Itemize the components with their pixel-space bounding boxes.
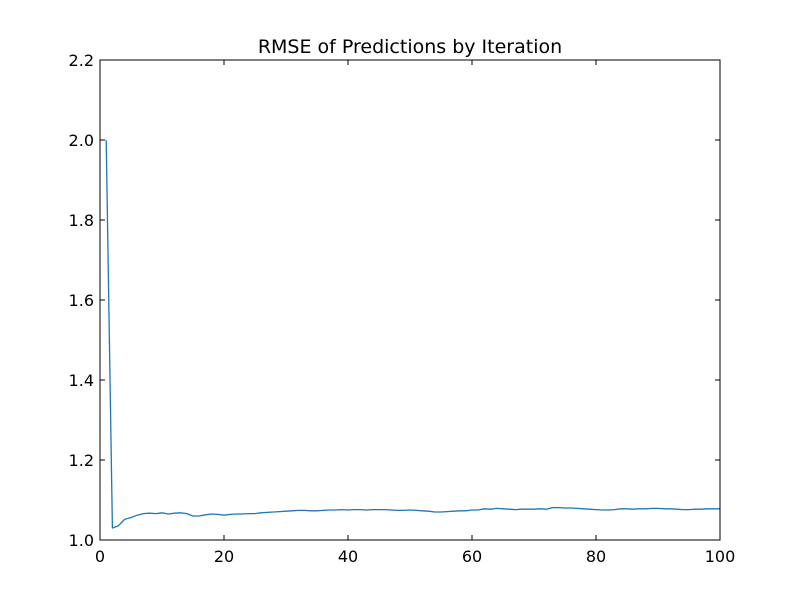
rmse-series-line xyxy=(105,139,720,529)
y-tick-label: 1.6 xyxy=(69,291,94,310)
y-tick-label: 1.8 xyxy=(69,211,94,230)
y-axis: 1.0 1.2 1.4 1.6 1.8 2.0 2.2 xyxy=(69,51,720,550)
y-tick-label: 1.4 xyxy=(69,371,94,390)
chart-title: RMSE of Predictions by Iteration xyxy=(258,36,562,58)
plot-frame xyxy=(99,59,721,541)
y-tick-label: 1.2 xyxy=(69,451,94,470)
x-tick-label: 60 xyxy=(462,547,482,566)
x-axis: 0 20 40 60 80 100 xyxy=(95,60,735,566)
y-tick-label: 2.0 xyxy=(69,131,94,150)
plot-area xyxy=(100,60,720,540)
y-tick-label: 2.2 xyxy=(69,51,94,70)
x-tick-label: 100 xyxy=(705,547,736,566)
series-layer xyxy=(105,139,720,529)
x-tick-label: 20 xyxy=(214,547,234,566)
x-tick-label: 40 xyxy=(338,547,358,566)
x-tick-label: 80 xyxy=(586,547,606,566)
y-tick-label: 1.0 xyxy=(69,531,94,550)
x-tick-label: 0 xyxy=(95,547,105,566)
